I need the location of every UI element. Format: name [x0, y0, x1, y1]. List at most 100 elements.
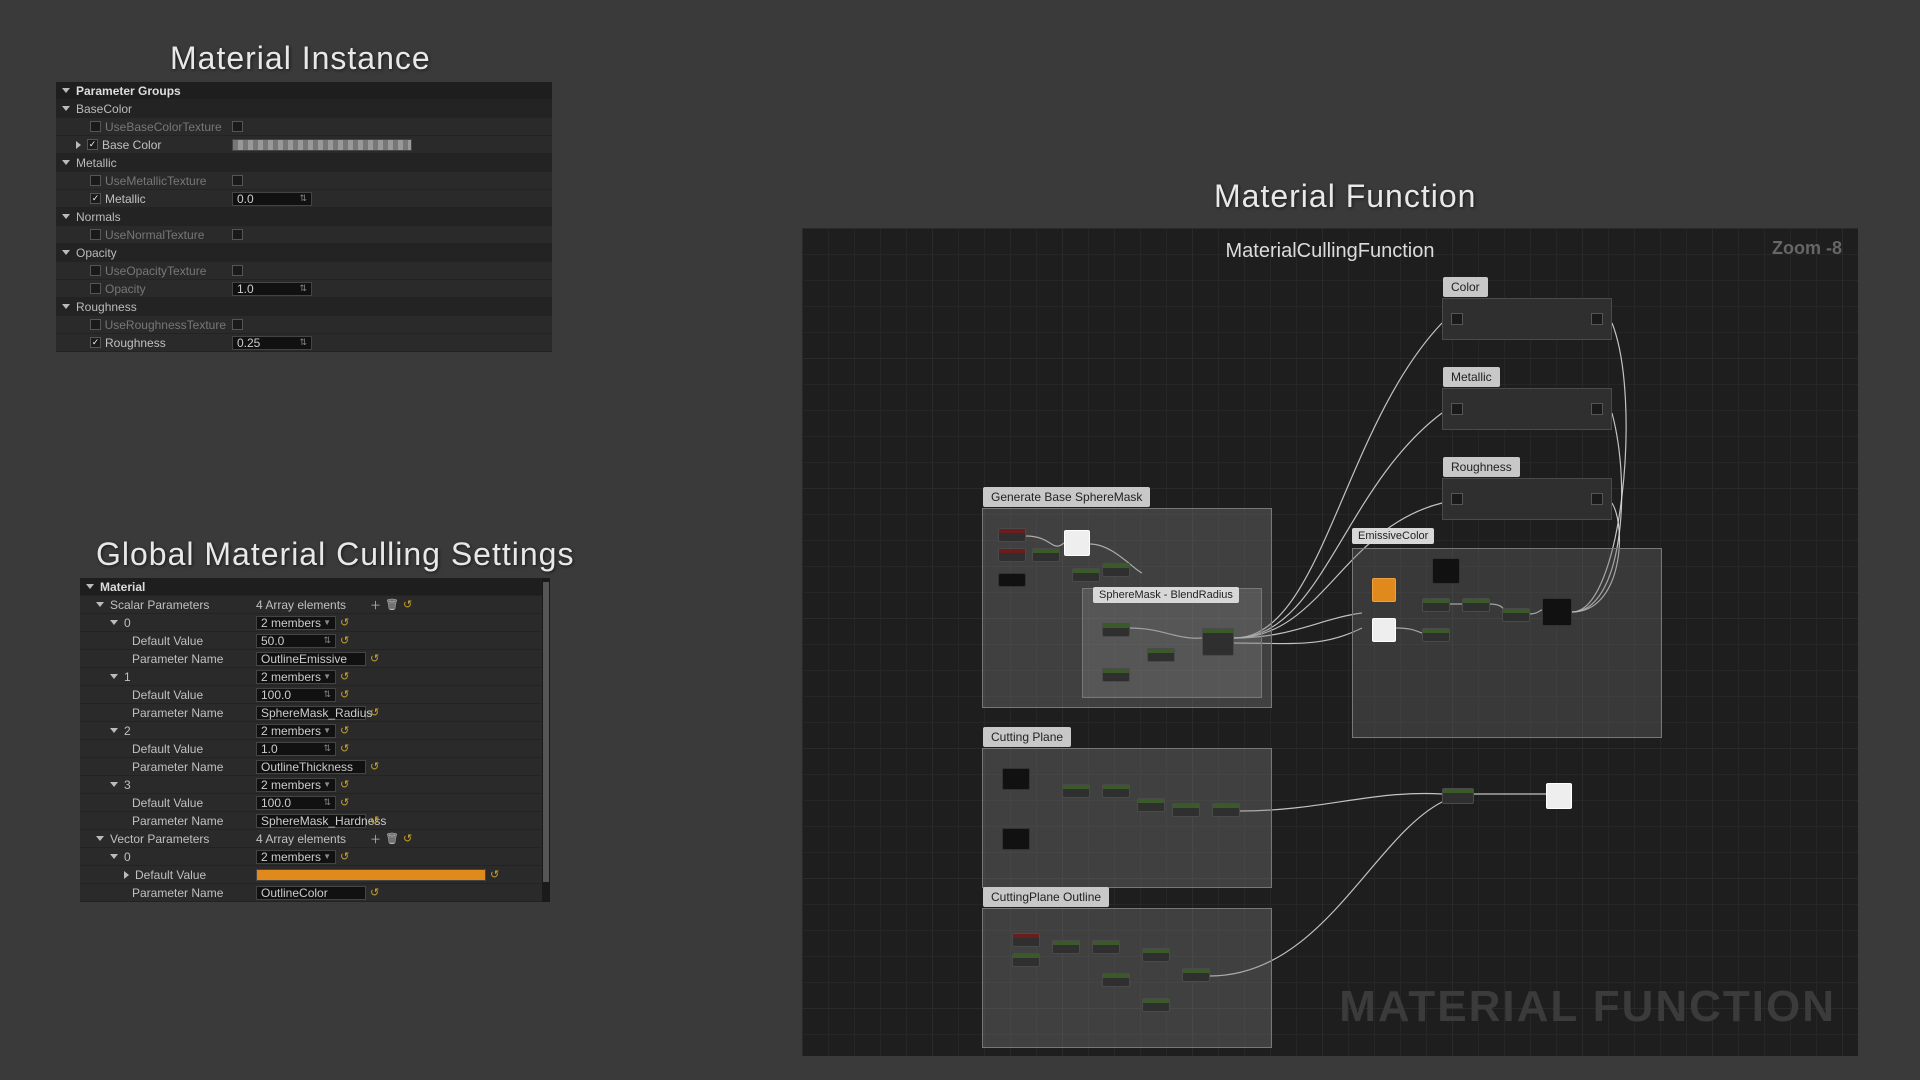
- num-input[interactable]: 1.0⇅: [256, 742, 336, 756]
- vector-params-row[interactable]: Vector Parameters 4 Array elements ＋ 🗑 ↺: [80, 830, 550, 848]
- emissive-box[interactable]: [1352, 548, 1662, 738]
- param-checkbox[interactable]: [90, 193, 101, 204]
- expand-icon[interactable]: [110, 728, 118, 733]
- num-input[interactable]: 100.0⇅: [256, 796, 336, 810]
- text-input[interactable]: OutlineEmissive: [256, 652, 366, 666]
- trash-icon[interactable]: 🗑: [385, 598, 399, 611]
- array-elem-row[interactable]: 0 2 members▼ ↺: [80, 614, 550, 632]
- param-checkbox[interactable]: [87, 139, 98, 150]
- graph-node[interactable]: [1422, 628, 1450, 642]
- graph-node[interactable]: [1102, 623, 1130, 637]
- text-input[interactable]: SphereMask_Hardness: [256, 814, 366, 828]
- expand-icon[interactable]: [76, 141, 81, 149]
- param-checkbox[interactable]: [90, 337, 101, 348]
- reset-icon[interactable]: ↺: [370, 652, 379, 665]
- graph-node[interactable]: [1142, 998, 1170, 1012]
- graph-node[interactable]: [1147, 648, 1175, 662]
- param-checkbox[interactable]: [90, 265, 101, 276]
- output-port[interactable]: [1451, 493, 1463, 505]
- graph-node[interactable]: [1102, 784, 1130, 798]
- expand-icon[interactable]: [124, 871, 129, 879]
- num-input[interactable]: 100.0⇅: [256, 688, 336, 702]
- members-dropdown[interactable]: 2 members▼: [256, 850, 336, 864]
- reset-icon[interactable]: ↺: [370, 814, 379, 827]
- param-checkbox[interactable]: [90, 229, 101, 240]
- value-checkbox[interactable]: [232, 319, 243, 330]
- output-port[interactable]: [1591, 493, 1603, 505]
- expand-icon[interactable]: [62, 214, 70, 219]
- graph-node[interactable]: [1102, 668, 1130, 682]
- num-input[interactable]: 50.0⇅: [256, 634, 336, 648]
- graph-node[interactable]: [1137, 798, 1165, 812]
- graph-node[interactable]: [1502, 608, 1530, 622]
- param-checkbox[interactable]: [90, 319, 101, 330]
- material-header[interactable]: Material: [80, 578, 550, 596]
- graph-node[interactable]: [1064, 530, 1090, 556]
- reset-icon[interactable]: ↺: [340, 742, 349, 755]
- output-port[interactable]: [1591, 403, 1603, 415]
- expand-icon[interactable]: [86, 584, 94, 589]
- color-swatch[interactable]: [256, 869, 486, 881]
- graph-node[interactable]: [1182, 968, 1210, 982]
- mi-group[interactable]: Roughness: [56, 298, 552, 316]
- text-input[interactable]: OutlineColor: [256, 886, 366, 900]
- expand-icon[interactable]: [62, 160, 70, 165]
- members-dropdown[interactable]: 2 members▼: [256, 616, 336, 630]
- mi-group[interactable]: Metallic: [56, 154, 552, 172]
- graph-node[interactable]: [1092, 940, 1120, 954]
- graph-node[interactable]: [1462, 598, 1490, 612]
- num-input[interactable]: 1.0⇅: [232, 282, 312, 296]
- expand-icon[interactable]: [110, 782, 118, 787]
- output-box[interactable]: Color: [1442, 298, 1612, 340]
- expand-icon[interactable]: [110, 620, 118, 625]
- num-input[interactable]: 0.25⇅: [232, 336, 312, 350]
- value-checkbox[interactable]: [232, 229, 243, 240]
- num-input[interactable]: 0.0⇅: [232, 192, 312, 206]
- graph-node[interactable]: [1012, 953, 1040, 967]
- spinner-icon[interactable]: ⇅: [299, 337, 307, 348]
- reset-icon[interactable]: ↺: [340, 778, 349, 791]
- value-checkbox[interactable]: [232, 175, 243, 186]
- graph-node[interactable]: [1172, 803, 1200, 817]
- members-dropdown[interactable]: 2 members▼: [256, 670, 336, 684]
- graph-node[interactable]: [1062, 784, 1090, 798]
- members-dropdown[interactable]: 2 members▼: [256, 778, 336, 792]
- array-elem-row[interactable]: 2 2 members▼ ↺: [80, 722, 550, 740]
- reset-icon[interactable]: ↺: [340, 634, 349, 647]
- array-elem-row[interactable]: 0 2 members▼ ↺: [80, 848, 550, 866]
- comment-label[interactable]: SphereMask - BlendRadius: [1093, 587, 1239, 603]
- reset-icon[interactable]: ↺: [370, 760, 379, 773]
- output-port[interactable]: [1451, 313, 1463, 325]
- graph-node[interactable]: [1002, 768, 1030, 790]
- panel-scrollbar[interactable]: [542, 578, 550, 902]
- output-box[interactable]: Roughness: [1442, 478, 1612, 520]
- reset-icon[interactable]: ↺: [370, 886, 379, 899]
- reset-icon[interactable]: ↺: [490, 868, 499, 881]
- add-icon[interactable]: ＋: [370, 597, 381, 613]
- graph-node[interactable]: [998, 528, 1026, 542]
- param-checkbox[interactable]: [90, 121, 101, 132]
- spinner-icon[interactable]: ⇅: [299, 193, 307, 204]
- graph-node[interactable]: [1012, 933, 1040, 947]
- color-swatch[interactable]: [232, 139, 412, 151]
- graph-node[interactable]: [1202, 628, 1234, 656]
- graph-node[interactable]: [998, 548, 1026, 562]
- graph-node[interactable]: [1422, 598, 1450, 612]
- reset-icon[interactable]: ↺: [340, 850, 349, 863]
- param-groups-header[interactable]: Parameter Groups: [56, 82, 552, 100]
- comment-label[interactable]: Cutting Plane: [983, 727, 1071, 747]
- graph-node[interactable]: [1102, 563, 1130, 577]
- members-dropdown[interactable]: 2 members▼: [256, 724, 336, 738]
- expand-icon[interactable]: [110, 674, 118, 679]
- value-checkbox[interactable]: [232, 121, 243, 132]
- comment-label[interactable]: Generate Base SphereMask: [983, 487, 1150, 507]
- reset-icon[interactable]: ↺: [340, 616, 349, 629]
- scalar-params-row[interactable]: Scalar Parameters 4 Array elements ＋ 🗑 ↺: [80, 596, 550, 614]
- reset-icon[interactable]: ↺: [340, 670, 349, 683]
- graph-node[interactable]: [1442, 788, 1474, 804]
- graph-node[interactable]: [1002, 828, 1030, 850]
- reset-icon[interactable]: ↺: [340, 724, 349, 737]
- graph-node[interactable]: [1072, 568, 1100, 582]
- value-checkbox[interactable]: [232, 265, 243, 276]
- reset-icon[interactable]: ↺: [340, 796, 349, 809]
